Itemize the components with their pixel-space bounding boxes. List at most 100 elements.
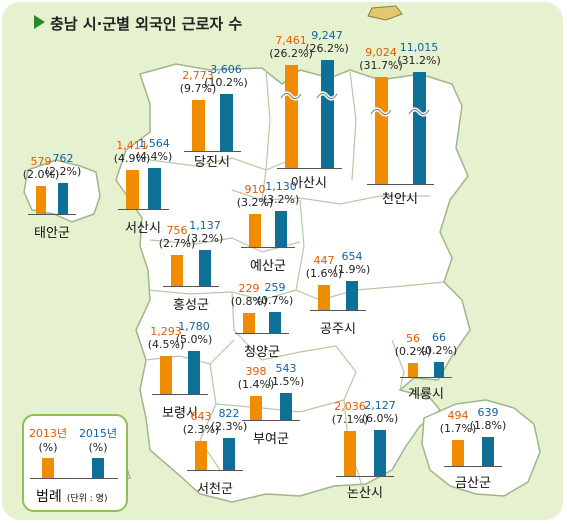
legend-pct-2015: (%)	[88, 441, 108, 454]
value-2013: 2,036	[334, 400, 366, 413]
legend-unit: (단위 : 명)	[66, 494, 108, 504]
chart-baseline	[444, 466, 502, 467]
percent-2015: (10.2%)	[204, 76, 248, 89]
chart-baseline	[241, 247, 295, 248]
percent-2013: (1.7%)	[439, 422, 477, 435]
percent-2013: (2.7%)	[158, 237, 196, 250]
legend-label-2013: 2013년	[28, 427, 68, 440]
percent-2015: (6.0%)	[361, 412, 399, 425]
region-name: 서천군	[197, 482, 233, 497]
value-2015: 66	[432, 331, 446, 344]
value-2015: 1,137	[189, 219, 221, 232]
bar-2013	[195, 441, 207, 470]
percent-2013: (4.9%)	[113, 152, 151, 165]
bar-2013	[250, 396, 262, 420]
region-name: 보령시	[162, 406, 198, 421]
value-2013: 2,773	[182, 69, 214, 82]
bar-2015	[374, 430, 386, 476]
value-2013: 56	[406, 332, 420, 345]
percent-2013: (2.0%)	[22, 168, 60, 181]
value-2013: 9,024	[365, 46, 397, 59]
region-name: 천안시	[382, 192, 418, 207]
chart-baseline	[183, 151, 241, 152]
value-2013: 229	[238, 282, 260, 295]
percent-2013: (1.6%)	[305, 267, 343, 280]
bar-2015	[412, 72, 426, 184]
geumsan-area	[421, 399, 541, 497]
bar-2013	[191, 100, 205, 151]
bar-2013	[160, 356, 172, 394]
bar-2015	[219, 94, 233, 151]
legend-swatch-2015	[92, 458, 104, 478]
value-2013: 910	[244, 183, 266, 196]
percent-2013: (9.7%)	[179, 82, 217, 95]
chart-baseline	[336, 476, 394, 477]
bar-2013	[249, 214, 261, 247]
percent-2015: (4.4%)	[135, 150, 173, 163]
region-name: 부여군	[253, 432, 289, 447]
percent-2013: (7.1%)	[331, 413, 369, 426]
percent-2015: (2.3%)	[210, 420, 248, 433]
bar-2015	[320, 60, 334, 168]
chart-baseline	[400, 377, 452, 378]
region-name: 계룡시	[408, 387, 444, 402]
bar-2015	[199, 250, 211, 286]
value-2015: 259	[264, 281, 286, 294]
region-name: 태안군	[34, 226, 70, 241]
percent-2015: (2.2%)	[44, 165, 82, 178]
chart-baseline	[310, 310, 366, 311]
bar-2013	[171, 255, 183, 286]
legend: 2013년 2015년 (%) (%) 범례 (단위 : 명)	[22, 414, 128, 512]
value-2015: 822	[218, 407, 240, 420]
percent-2013: (1.4%)	[237, 378, 275, 391]
value-2015: 1,780	[178, 320, 210, 333]
region-name: 청양군	[244, 345, 280, 360]
region-name: 홍성군	[173, 298, 209, 313]
chart-baseline	[163, 286, 219, 287]
bar-2013	[452, 440, 464, 466]
bar-2013	[36, 186, 46, 214]
region-name: 예산군	[250, 259, 286, 274]
value-2015: 1,564	[138, 137, 170, 150]
percent-2013: (26.2%)	[269, 47, 313, 60]
chart-baseline	[366, 184, 434, 185]
chart-baseline	[276, 168, 342, 169]
bar-2015	[223, 438, 235, 470]
bar-2015	[188, 351, 200, 394]
bar-2013	[318, 285, 330, 310]
percent-2013: (4.5%)	[147, 338, 185, 351]
percent-2015: (3.2%)	[262, 193, 300, 206]
percent-2015: (0.2%)	[420, 344, 458, 357]
value-2015: 654	[341, 250, 363, 263]
region-name: 서산시	[125, 221, 161, 236]
percent-2013: (0.2%)	[394, 345, 432, 358]
value-2013: 756	[166, 224, 188, 237]
bar-2013	[374, 77, 388, 184]
region-name: 금산군	[455, 476, 491, 491]
value-2015: 3,606	[210, 63, 242, 76]
percent-2013: (2.3%)	[182, 423, 220, 436]
bar-2013	[125, 170, 139, 209]
legend-swatch-2013	[42, 458, 54, 478]
value-2015: 639	[477, 406, 499, 419]
percent-2015: (1.8%)	[469, 419, 507, 432]
value-2015: 2,127	[364, 399, 396, 412]
bar-2015	[482, 437, 494, 466]
region-name: 아산시	[291, 176, 327, 191]
value-2013: 643	[190, 410, 212, 423]
legend-baseline	[30, 478, 118, 479]
value-2013: 494	[447, 409, 469, 422]
percent-2015: (0.7%)	[256, 294, 294, 307]
value-2013: 447	[313, 254, 335, 267]
value-2015: 9,247	[311, 29, 343, 42]
bar-2015	[346, 281, 358, 310]
legend-title: 범례	[36, 489, 62, 505]
wavy-break-icon	[370, 107, 392, 117]
value-2013: 7,461	[275, 34, 307, 47]
region-name: 공주시	[320, 322, 356, 337]
value-2015: 1,130	[265, 180, 297, 193]
value-2015: 762	[52, 152, 74, 165]
region-name: 논산시	[347, 486, 383, 501]
chart-baseline	[187, 470, 243, 471]
